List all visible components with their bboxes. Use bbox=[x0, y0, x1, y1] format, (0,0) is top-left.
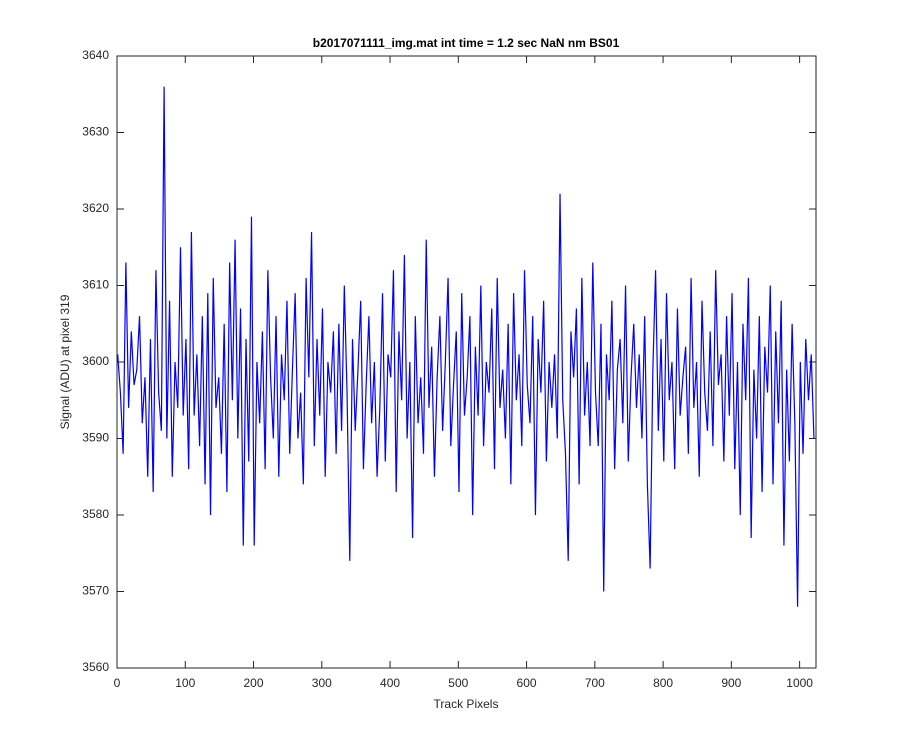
x-tick-label: 300 bbox=[312, 676, 332, 690]
y-tick-label: 3560 bbox=[82, 660, 109, 674]
y-tick-label: 3600 bbox=[82, 354, 109, 368]
chart-title: b2017071111_img.mat int time = 1.2 sec N… bbox=[313, 36, 620, 50]
y-tick-label: 3640 bbox=[82, 48, 109, 62]
x-tick-label: 600 bbox=[517, 676, 537, 690]
x-tick-label: 700 bbox=[585, 676, 605, 690]
y-tick-label: 3620 bbox=[82, 201, 109, 215]
x-axis-label: Track Pixels bbox=[434, 697, 499, 711]
y-tick-label: 3590 bbox=[82, 431, 109, 445]
x-tick-label: 900 bbox=[721, 676, 741, 690]
data-line bbox=[117, 86, 815, 607]
x-tick-label: 400 bbox=[380, 676, 400, 690]
x-tick-label: 800 bbox=[653, 676, 673, 690]
x-tick-label: 200 bbox=[244, 676, 264, 690]
y-tick-label: 3570 bbox=[82, 584, 109, 598]
x-tick-label: 500 bbox=[448, 676, 468, 690]
y-tick-label: 3580 bbox=[82, 507, 109, 521]
plot-frame bbox=[116, 55, 817, 669]
y-tick-label: 3630 bbox=[82, 125, 109, 139]
x-tick-label: 1000 bbox=[786, 676, 813, 690]
x-tick-label: 100 bbox=[175, 676, 195, 690]
x-tick-label: 0 bbox=[114, 676, 121, 690]
y-axis-label: Signal (ADU) at pixel 319 bbox=[58, 294, 72, 429]
y-tick-label: 3610 bbox=[82, 278, 109, 292]
